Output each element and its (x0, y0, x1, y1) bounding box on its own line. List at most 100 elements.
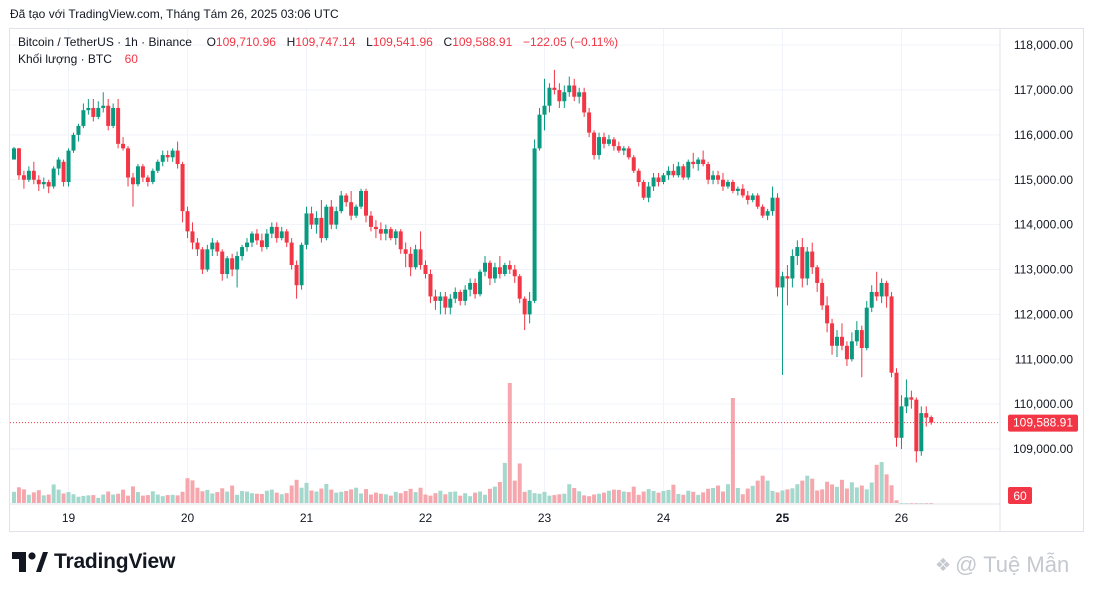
candle-body (849, 341, 854, 360)
candle-body (815, 267, 820, 283)
volume-bar (116, 493, 121, 503)
volume-bar (552, 495, 557, 503)
volume-bar (150, 491, 155, 503)
volume-bar (195, 487, 200, 503)
candle-body (830, 323, 835, 346)
tradingview-logo[interactable]: TradingView (12, 549, 175, 575)
candle-body (16, 148, 21, 176)
volume-bar (284, 493, 289, 503)
volume-bar (765, 480, 770, 503)
candle-body (185, 211, 190, 232)
candle-body (443, 296, 448, 308)
time-tick-label: 19 (62, 511, 76, 525)
volume-bar (497, 482, 502, 503)
volume-bar (587, 496, 592, 503)
volume-label[interactable]: Khối lượng · BTC (18, 52, 112, 66)
volume-legend: Khối lượng · BTC 60 (18, 52, 138, 66)
candle-body (433, 296, 438, 301)
candle-body (309, 213, 314, 225)
candle-body (483, 262, 487, 272)
symbol-label[interactable]: Bitcoin / TetherUS · 1h · Binance (18, 35, 192, 49)
candle-body (448, 298, 453, 308)
volume-bar (562, 493, 567, 503)
candle-body (621, 148, 626, 151)
candle-body (245, 242, 250, 248)
volume-bar (91, 495, 96, 503)
volume-bar (924, 503, 929, 504)
volume-bar (825, 481, 830, 503)
volume-bar (418, 487, 423, 503)
author-watermark: ❖ @ Tuệ Mẫn (935, 552, 1069, 578)
candle-body (428, 273, 433, 297)
candle-body (26, 170, 31, 180)
tradingview-brand: TradingView (54, 550, 176, 573)
candle-body (339, 195, 344, 212)
candle-body (190, 231, 195, 243)
candle-body (269, 226, 274, 234)
volume-bar (701, 492, 706, 503)
volume-bar (145, 495, 150, 503)
volume-bar (487, 488, 492, 503)
price-tick-label: 111,000.00 (1015, 352, 1074, 366)
volume-bar (616, 489, 621, 503)
volume-bar (517, 463, 522, 503)
time-tick-label: 24 (657, 511, 671, 525)
volume-bar (775, 492, 780, 503)
candle-body (383, 229, 388, 234)
volume-bar (309, 490, 314, 503)
volume-bar (225, 491, 230, 503)
last-price-label: 109,588.91 (1013, 416, 1073, 430)
volume-bar (681, 494, 686, 503)
volume-bar (492, 486, 497, 503)
volume-bar (716, 485, 721, 503)
close-value: 109,588.91 (452, 35, 513, 49)
volume-bar (849, 482, 854, 503)
volume-bar (96, 497, 101, 503)
volume-bar (904, 503, 909, 504)
candle-body (398, 231, 403, 250)
candle-body (785, 276, 790, 279)
volume-bar (527, 489, 532, 503)
volume-bar (537, 493, 542, 503)
candle-body (567, 85, 572, 93)
candle-body (651, 177, 656, 187)
candle-body (522, 298, 527, 315)
volume-bar (914, 503, 919, 504)
open-value: 109,710.96 (215, 35, 276, 49)
volume-bar (245, 491, 250, 503)
change-value: −122.05 (−0.11%) (522, 35, 619, 49)
volume-bar (175, 495, 180, 503)
volume-tag (1008, 487, 1032, 504)
volume-bar (666, 489, 671, 503)
volume-bar (210, 493, 215, 503)
volume-bar (408, 488, 413, 503)
candle-body (820, 282, 825, 306)
volume-bar (388, 495, 393, 503)
volume-bar (453, 491, 458, 503)
candle-body (750, 195, 755, 200)
candle-body (81, 110, 86, 126)
candle-body (240, 247, 245, 257)
volume-bar (631, 486, 636, 503)
candle-body (552, 87, 557, 90)
candle-body (259, 240, 264, 248)
volume-bar (383, 494, 388, 503)
volume-bar (621, 491, 626, 503)
volume-bar (611, 489, 616, 503)
volume-bar (121, 489, 126, 503)
candle-body (661, 175, 666, 182)
price-tick-label: 112,000.00 (1014, 307, 1073, 321)
open-key: O (206, 35, 216, 49)
price-tick-label: 116,000.00 (1014, 128, 1073, 142)
candle-body (210, 242, 215, 250)
volume-bar (443, 494, 448, 503)
candle-body (299, 244, 304, 286)
chart-frame[interactable] (9, 28, 1084, 532)
candle-body (423, 265, 428, 274)
candle-body (904, 397, 909, 407)
volume-bar (795, 484, 800, 503)
candle-body (745, 195, 750, 200)
candle-body (557, 90, 562, 102)
close-key: C (443, 35, 453, 49)
